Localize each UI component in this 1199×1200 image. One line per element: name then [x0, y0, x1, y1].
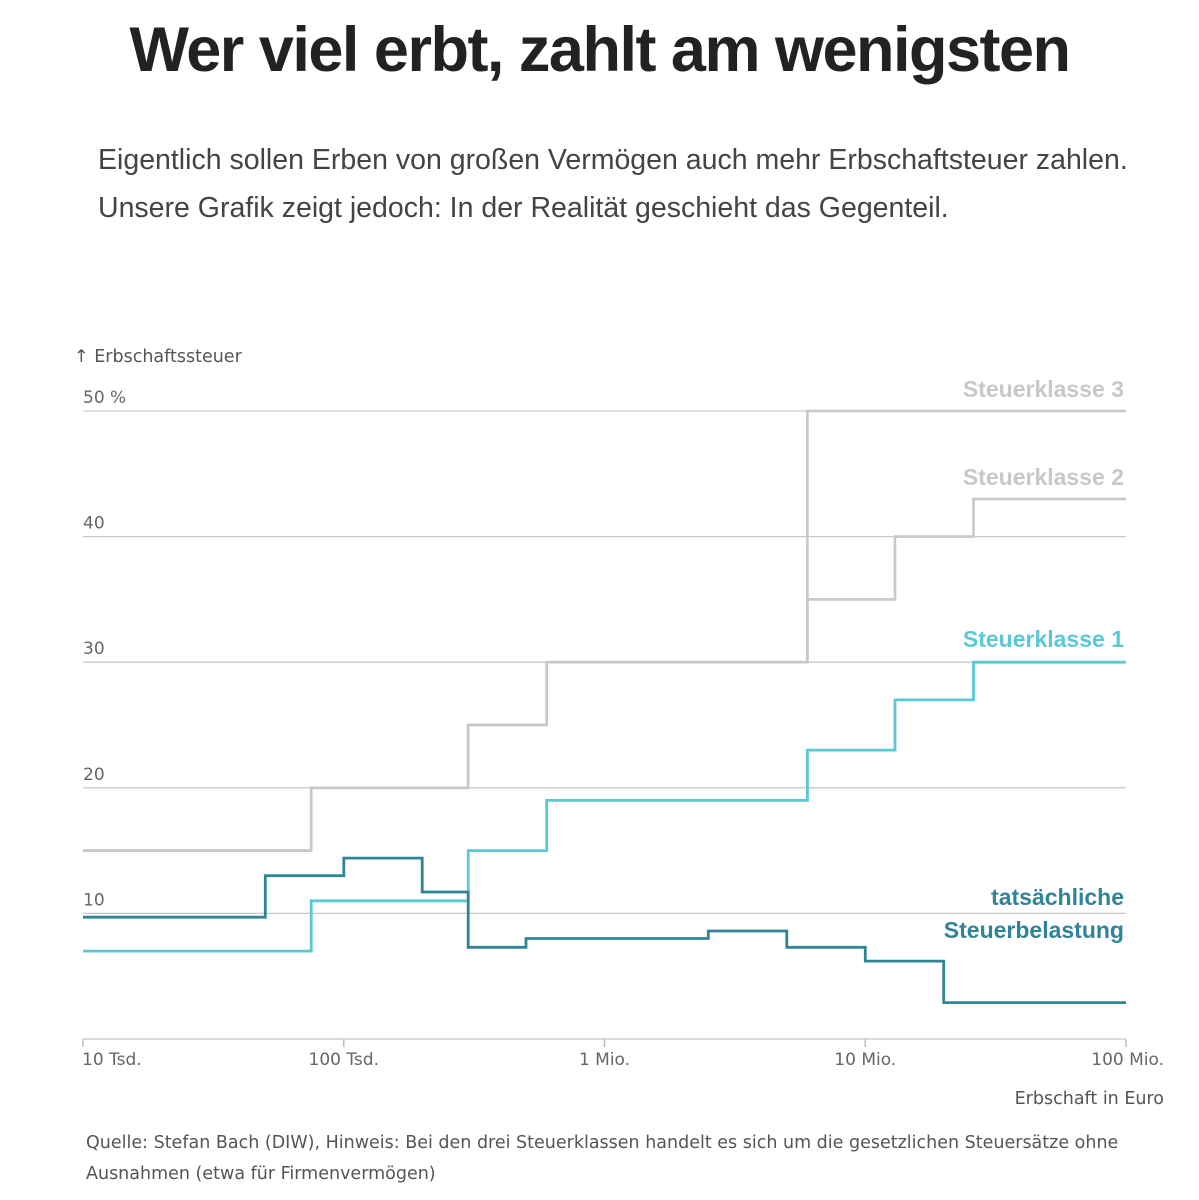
series-label-2: Steuerklasse 1 — [963, 626, 1124, 652]
series-label-0: Steuerklasse 3 — [963, 376, 1124, 402]
x-tick-label-4: 100 Mio. — [1091, 1050, 1164, 1070]
series-line-steuerklasse-1 — [83, 660, 1126, 953]
series-line-tats-chliche-steuerbelastung — [83, 856, 1126, 1004]
y-tick-label-30: 30 — [83, 639, 105, 659]
series-label-3: tatsächliche — [991, 884, 1124, 910]
series-lines — [83, 409, 1126, 1004]
y-tick-label-50: 50 % — [83, 388, 126, 408]
y-axis-title: ↑ Erbschaftssteuer — [74, 347, 243, 367]
series-label-1: Steuerklasse 2 — [963, 464, 1124, 490]
x-tick-label-1: 100 Tsd. — [309, 1050, 379, 1070]
series-line-steuerklasse-2 — [83, 497, 1126, 852]
x-tick-label-2: 1 Mio. — [579, 1050, 630, 1070]
grid-lines: 10 20 30 40 50 % — [83, 388, 1126, 915]
x-tick-label-3: 10 Mio. — [834, 1050, 896, 1070]
chart-subtitle: Eigentlich sollen Erben von großen Vermö… — [98, 144, 1128, 224]
source-note: Quelle: Stefan Bach (DIW), Hinweis: Bei … — [86, 1133, 1119, 1184]
chart-title: Wer viel erbt, zahlt am wenigsten — [129, 15, 1071, 85]
y-tick-label-20: 20 — [83, 765, 105, 785]
series-label-4: Steuerbelastung — [944, 917, 1124, 943]
y-tick-label-10: 10 — [83, 890, 105, 910]
series-labels: Steuerklasse 3 Steuerklasse 2 Steuerklasse… — [944, 376, 1124, 943]
y-tick-label-40: 40 — [83, 514, 105, 534]
x-axis: 10 Tsd. 100 Tsd. 1 Mio. 10 Mio. 100 Mio. — [82, 1038, 1164, 1070]
x-tick-label-0: 10 Tsd. — [82, 1050, 142, 1070]
x-axis-title: Erbschaft in Euro — [1015, 1089, 1164, 1109]
